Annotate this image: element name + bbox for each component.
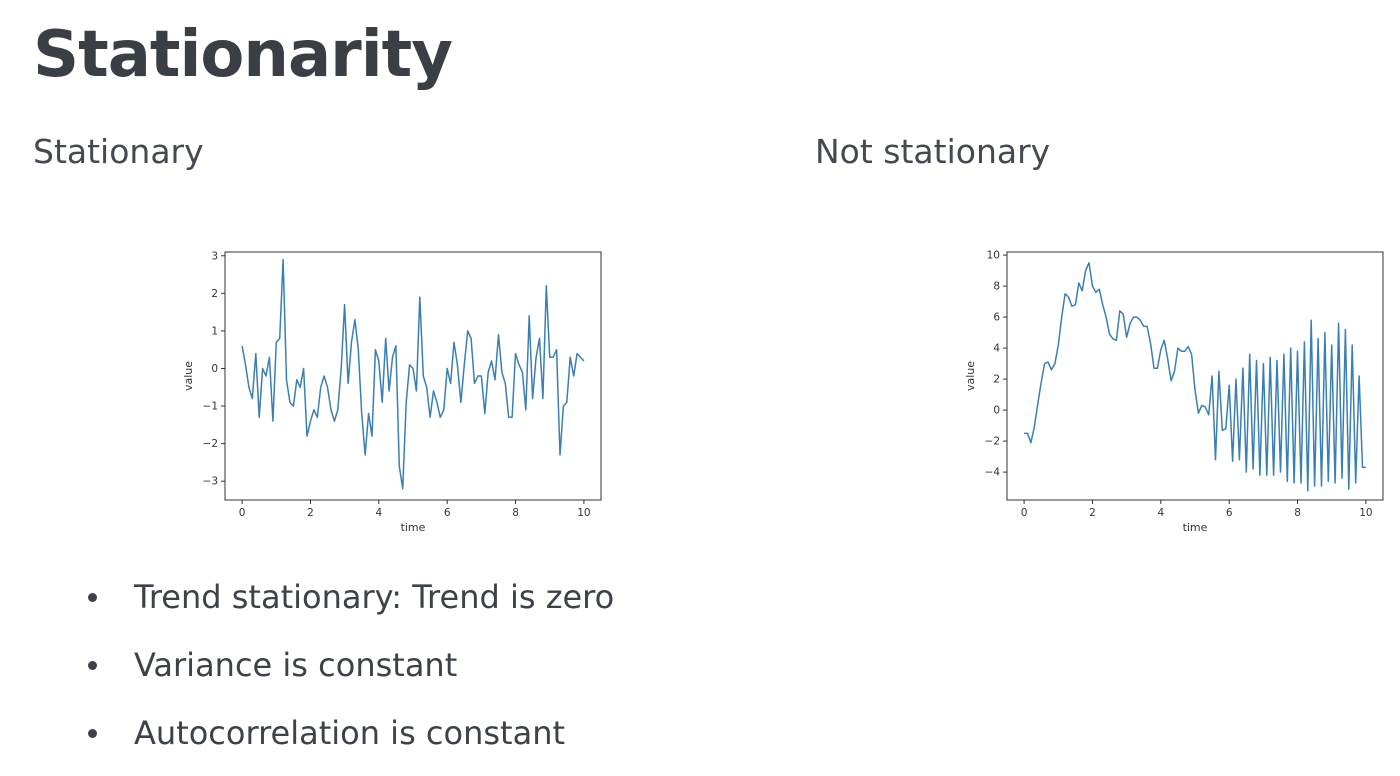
bullet-dot [88, 661, 97, 670]
x-tick-label: 6 [1226, 507, 1233, 519]
y-tick-label: 3 [211, 250, 218, 262]
y-tick-label: −2 [203, 438, 218, 450]
x-tick-label: 4 [1157, 507, 1164, 519]
bullet-text: Trend stationary: Trend is zero [134, 578, 615, 616]
y-tick-label: 2 [211, 288, 218, 300]
y-tick-label: 6 [993, 312, 1000, 324]
y-tick-label: 0 [993, 405, 1000, 417]
x-tick-label: 6 [444, 507, 451, 519]
not-stationary-heading: Not stationary [815, 132, 1051, 171]
x-tick-label: 0 [1021, 507, 1028, 519]
x-axis-label: time [401, 521, 426, 534]
bullet-item: Autocorrelation is constant [88, 708, 614, 776]
bullet-list: Trend stationary: Trend is zero Variance… [88, 572, 614, 776]
y-tick-label: 2 [993, 374, 1000, 386]
x-axis-label: time [1183, 521, 1208, 534]
y-tick-label: 1 [211, 325, 218, 337]
y-tick-label: −3 [203, 476, 218, 488]
x-tick-label: 2 [1089, 507, 1096, 519]
y-tick-label: 4 [993, 343, 1000, 355]
bullet-dot [88, 593, 97, 602]
x-tick-label: 2 [307, 507, 314, 519]
x-tick-label: 4 [375, 507, 382, 519]
x-tick-label: 8 [512, 507, 519, 519]
y-tick-label: −1 [203, 401, 218, 413]
bullet-item: Trend stationary: Trend is zero [88, 572, 614, 640]
stationary-chart: 0 2 4 6 8 10 −3 −2 −1 0 1 2 3 time value [182, 250, 602, 534]
y-tick-label: −4 [985, 467, 1001, 479]
series-line [241, 258, 585, 490]
series-line [1024, 262, 1366, 492]
plot-frame [224, 251, 602, 501]
x-tick-label: 8 [1294, 507, 1301, 519]
slide-title: Stationarity [33, 18, 453, 92]
non-stationary-chart: 0 2 4 6 8 10 −4 −2 0 2 4 6 8 10 time value [964, 250, 1384, 534]
y-axis-label: value [964, 361, 977, 391]
bullet-dot [88, 729, 97, 738]
y-tick-label: 0 [211, 363, 218, 375]
x-tick-label: 10 [1359, 507, 1372, 519]
bullet-item: Variance is constant [88, 640, 614, 708]
x-tick-label: 0 [239, 507, 246, 519]
x-tick-label: 10 [577, 507, 590, 519]
bullet-text: Variance is constant [134, 646, 458, 684]
y-tick-label: 8 [993, 281, 1000, 293]
stationary-heading: Stationary [33, 132, 204, 171]
bullet-text: Autocorrelation is constant [134, 714, 566, 752]
y-tick-label: −2 [985, 436, 1000, 448]
y-tick-label: 10 [987, 250, 1000, 262]
y-axis-label: value [182, 361, 195, 391]
plot-frame [1006, 251, 1384, 501]
